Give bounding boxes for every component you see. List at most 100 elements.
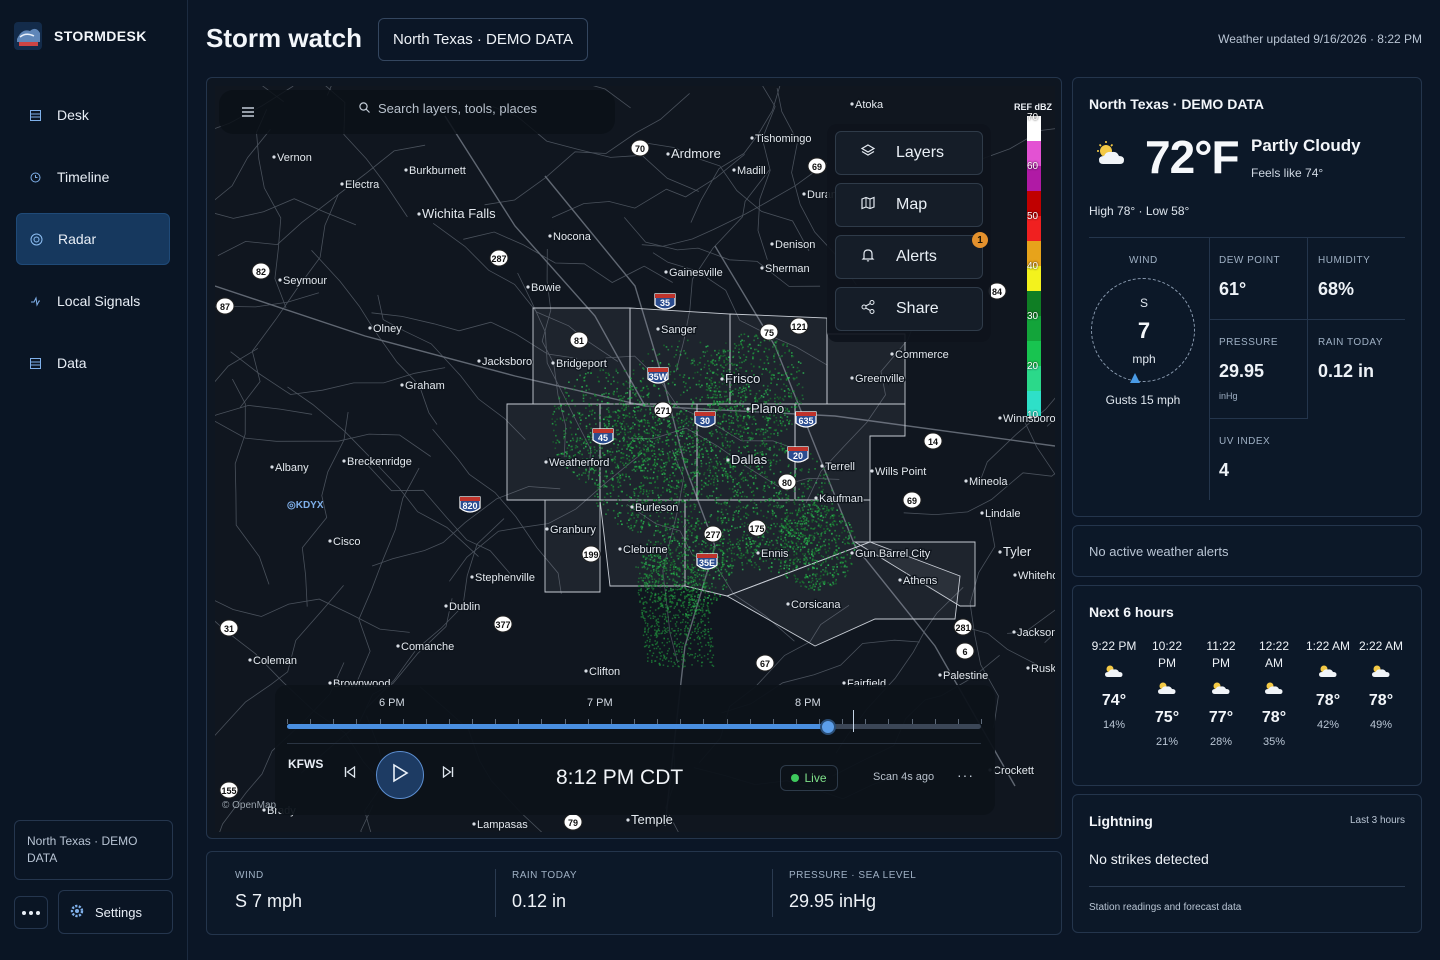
radar-echo	[815, 521, 818, 523]
radar-echo	[622, 420, 625, 423]
radar-echo	[769, 413, 771, 416]
radar-echo	[822, 507, 824, 510]
radar-echo	[633, 492, 636, 495]
radar-echo	[784, 409, 787, 412]
radar-echo	[761, 466, 763, 468]
radar-echo	[739, 401, 741, 404]
radar-echo	[765, 443, 768, 445]
radar-echo	[586, 458, 588, 460]
radar-echo	[786, 516, 788, 518]
radar-echo	[736, 409, 739, 412]
radar-echo	[692, 431, 694, 433]
radar-echo	[629, 428, 632, 430]
more-button[interactable]	[14, 896, 48, 929]
radar-echo	[736, 491, 738, 493]
radar-echo	[810, 563, 813, 565]
radar-echo	[666, 488, 668, 491]
sidebar-item-local-signals[interactable]: Local Signals	[16, 275, 170, 327]
radar-echo	[614, 438, 617, 440]
region-chip[interactable]: North Texas · DEMO DATA	[378, 18, 588, 61]
radar-echo	[596, 450, 598, 452]
radar-echo	[667, 348, 670, 351]
sidebar-item-timeline[interactable]: Timeline	[16, 151, 170, 203]
radar-echo	[658, 363, 661, 365]
radar-echo	[647, 495, 649, 498]
radar-echo	[771, 481, 773, 484]
brand[interactable]: STORMDESK	[14, 22, 147, 50]
radar-echo	[797, 509, 800, 511]
radar-echo	[627, 525, 630, 528]
radar-echo	[744, 392, 746, 395]
radar-map-panel[interactable]: Atoka Tishomingo Ardmore Madill Durant Deniso…	[206, 77, 1062, 839]
radar-echo	[707, 608, 710, 610]
radar-echo	[679, 570, 682, 572]
radar-echo	[776, 340, 778, 343]
radar-echo	[694, 431, 696, 434]
radar-echo	[707, 658, 709, 660]
radar-echo	[702, 620, 704, 622]
radar-echo	[812, 528, 814, 530]
radar-echo	[683, 601, 686, 603]
radar-echo	[786, 557, 789, 559]
radar-echo	[756, 399, 759, 402]
radar-echo	[712, 550, 715, 553]
radar-echo	[669, 365, 671, 367]
radar-echo	[665, 528, 667, 530]
radar-echo	[797, 361, 800, 363]
sidebar-item-radar[interactable]: Radar	[16, 213, 170, 265]
radar-echo	[679, 354, 682, 356]
radar-echo	[758, 366, 761, 369]
radar-echo	[715, 396, 718, 399]
radar-echo	[702, 453, 704, 456]
radar-echo	[717, 421, 720, 424]
radar-echo	[654, 599, 657, 602]
radar-echo	[657, 548, 659, 550]
radar-echo	[676, 588, 679, 591]
radar-echo	[631, 457, 634, 459]
radar-echo	[805, 576, 807, 579]
radar-echo	[582, 442, 585, 444]
radar-echo	[668, 595, 670, 598]
radar-echo	[823, 528, 825, 530]
radar-echo	[743, 360, 745, 363]
radar-echo	[786, 522, 788, 525]
place-dot	[938, 673, 942, 677]
radar-echo	[823, 505, 826, 507]
radar-echo	[799, 509, 801, 512]
radar-echo	[657, 629, 659, 631]
radar-echo	[643, 645, 646, 648]
radar-echo	[732, 518, 735, 520]
place-label: Granbury	[550, 524, 596, 536]
radar-echo	[677, 405, 680, 408]
radar-echo	[697, 568, 699, 571]
radar-echo	[664, 476, 666, 479]
radar-echo	[615, 429, 618, 432]
radar-echo	[657, 494, 659, 497]
radar-echo	[765, 500, 767, 502]
radar-echo	[570, 433, 573, 436]
radar-echo	[685, 634, 688, 636]
radar-echo	[651, 490, 654, 492]
settings-button[interactable]: Settings	[58, 890, 173, 934]
radar-echo	[660, 470, 663, 472]
radar-echo	[638, 589, 640, 592]
sidebar-item-data[interactable]: Data	[16, 337, 170, 389]
radar-echo	[722, 415, 724, 418]
radar-echo	[671, 552, 674, 554]
radar-echo	[764, 389, 767, 392]
radar-echo	[706, 469, 709, 471]
radar-echo	[629, 383, 632, 386]
radar-echo	[723, 354, 726, 357]
radar-echo	[739, 367, 741, 369]
radar-echo	[647, 396, 650, 399]
radar-echo	[594, 451, 596, 454]
radar-echo	[657, 546, 659, 548]
radar-echo	[642, 602, 644, 604]
radar-echo	[695, 470, 697, 473]
radar-echo	[580, 419, 582, 421]
radar-echo	[698, 383, 700, 386]
radar-echo	[667, 544, 670, 547]
radar-echo	[583, 379, 586, 382]
radar-echo	[637, 454, 640, 457]
sidebar-item-desk[interactable]: Desk	[16, 89, 170, 141]
